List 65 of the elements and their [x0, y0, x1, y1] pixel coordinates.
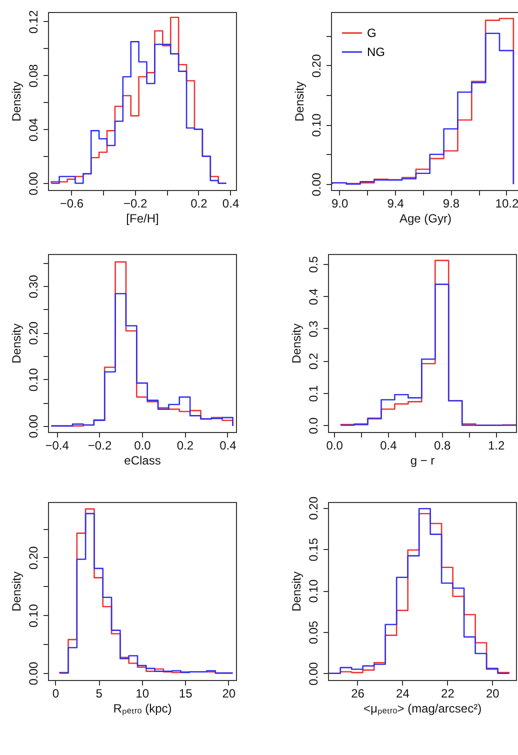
- x-axis-title: [Fe/H]: [126, 212, 159, 226]
- y-tick-label: 0.15: [306, 538, 320, 562]
- x-axis-title: Age (Gyr): [399, 212, 452, 226]
- x-tick-label: 15: [178, 686, 193, 700]
- y-tick-label: 0.12: [26, 10, 40, 34]
- y-axis-title: Density: [290, 323, 304, 364]
- x-tick-label: −0.4: [45, 438, 70, 452]
- x-tick-label: 20: [222, 686, 236, 700]
- x-axis-title: Rₚₑₜᵣₒ (kpc): [113, 702, 172, 716]
- y-tick-label: 0.10: [310, 113, 324, 137]
- y-tick-label: 0.00: [310, 172, 324, 196]
- x-tick-label: 0.0: [134, 438, 152, 452]
- y-axis-title: Density: [10, 571, 24, 612]
- y-tick-label: 0.00: [26, 414, 40, 438]
- x-tick-label: 0.8: [434, 438, 452, 452]
- y-tick-label: 0.00: [306, 662, 320, 686]
- y-tick-label: 0.1: [306, 384, 320, 402]
- x-tick-label: 24: [396, 686, 410, 700]
- y-tick-label: 0.20: [310, 54, 324, 78]
- y-tick-label: 0.04: [26, 118, 40, 142]
- x-tick-label: 5: [96, 686, 103, 700]
- y-tick-label: 0.2: [306, 352, 320, 370]
- y-tick-label: 0.00: [26, 662, 40, 686]
- y-tick-label: 0.0: [306, 417, 320, 434]
- y-tick-label: 0.00: [26, 172, 40, 196]
- x-tick-label: −0.2: [123, 196, 148, 210]
- x-tick-label: 0.4: [222, 196, 240, 210]
- x-axis-title: g − r: [410, 454, 435, 468]
- x-tick-label: 1.2: [488, 438, 505, 452]
- x-tick-label: 10.2: [495, 196, 518, 210]
- y-tick-label: 0.20: [306, 496, 320, 520]
- y-tick-label: 0.10: [306, 579, 320, 603]
- y-tick-label: 0.10: [26, 604, 40, 628]
- y-axis-title: Density: [292, 81, 306, 122]
- x-axis-title: eClass: [124, 454, 161, 468]
- legend-label: G: [367, 26, 376, 40]
- y-tick-label: 0.4: [306, 288, 320, 306]
- x-tick-label: 9.0: [332, 196, 349, 210]
- y-tick-label: 0.08: [26, 64, 40, 88]
- x-tick-label: 0.2: [190, 196, 208, 210]
- x-tick-label: 0.4: [380, 438, 398, 452]
- y-tick-label: 0.10: [26, 368, 40, 392]
- x-tick-label: 9.4: [387, 196, 404, 210]
- y-tick-label: 0.30: [26, 274, 40, 298]
- x-tick-label: 26: [351, 686, 365, 700]
- y-tick-label: 0.20: [26, 321, 40, 345]
- y-tick-label: 0.3: [306, 320, 320, 338]
- x-tick-label: 9.8: [442, 196, 460, 210]
- y-tick-label: 0.05: [306, 620, 320, 644]
- y-axis-title: Density: [290, 571, 304, 612]
- y-tick-label: 0.20: [26, 546, 40, 570]
- y-axis-title: Density: [10, 323, 24, 364]
- x-tick-label: 10: [136, 686, 150, 700]
- x-tick-label: 0.4: [220, 438, 237, 452]
- x-tick-label: 22: [441, 686, 455, 700]
- x-tick-label: 20: [486, 686, 500, 700]
- x-tick-label: −0.6: [60, 196, 84, 210]
- x-tick-label: −0.2: [88, 438, 112, 452]
- x-tick-label: 0: [52, 686, 60, 700]
- x-tick-label: 0.2: [176, 438, 194, 452]
- y-axis-title: Density: [10, 81, 24, 122]
- y-tick-label: 0.5: [306, 256, 320, 273]
- x-axis-title: <μₚₑₜᵣₒ> (mag/arcsec²): [363, 702, 482, 716]
- x-tick-label: 0.0: [326, 438, 344, 452]
- legend-label: NG: [367, 45, 385, 59]
